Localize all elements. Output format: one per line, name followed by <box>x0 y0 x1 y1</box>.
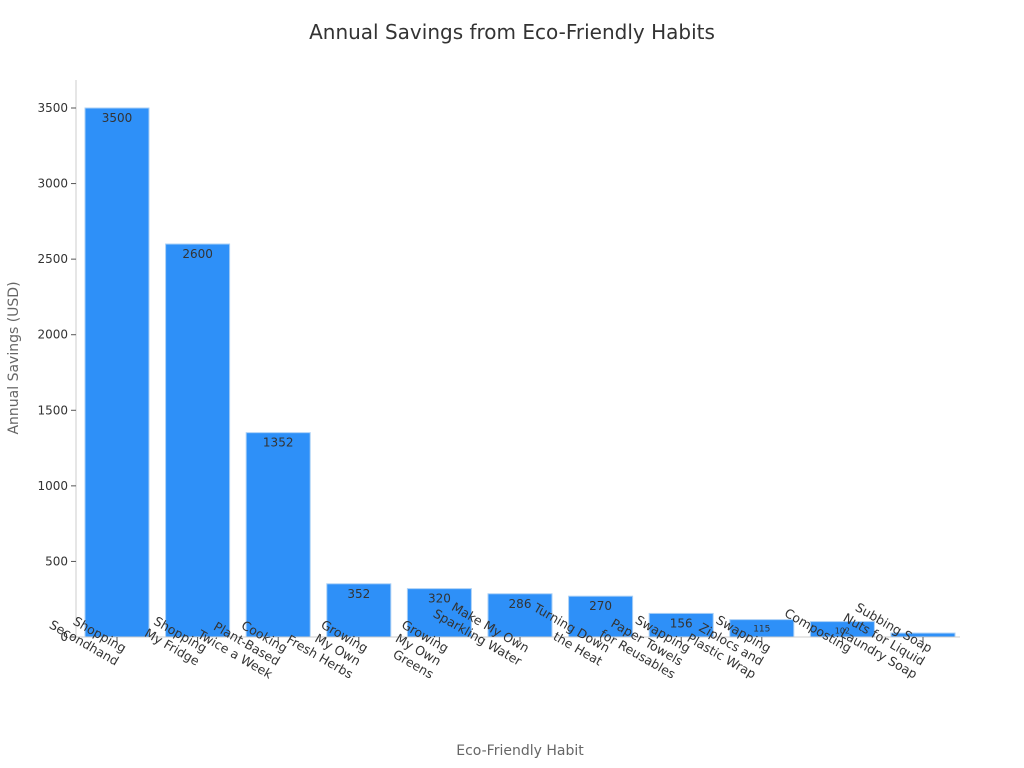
bar-value-label: 1352 <box>263 436 294 450</box>
x-axis-title: Eco-Friendly Habit <box>456 743 584 759</box>
y-tick-label: 500 <box>45 554 68 568</box>
bar-value-label: 102 <box>835 627 850 636</box>
bar-value-label: 352 <box>347 587 370 601</box>
bar-value-label: 270 <box>589 599 612 613</box>
bar[interactable] <box>245 432 311 638</box>
bar-value-label: 156 <box>670 616 693 630</box>
bar-value-label: 286 <box>509 597 532 611</box>
bar[interactable] <box>487 593 553 638</box>
y-tick-label: 3500 <box>37 101 68 115</box>
y-tick-label: 1000 <box>37 479 68 493</box>
y-axis-title: Annual Savings (USD) <box>6 281 22 434</box>
bar-value-label: 320 <box>428 592 451 606</box>
bar-value-label: 3500 <box>102 111 133 125</box>
y-tick-label: 1500 <box>37 403 68 417</box>
bar[interactable] <box>84 107 150 638</box>
bar-value-label: 115 <box>753 625 770 635</box>
y-tick-label: 0 <box>60 630 68 644</box>
y-tick-label: 2000 <box>37 328 68 342</box>
bars-group: 3500 2600 1352 352 320 286 270 156 115 102 <box>84 107 956 638</box>
bar[interactable] <box>165 243 231 638</box>
y-tick-label: 2500 <box>37 252 68 266</box>
y-axis: 0 500 1000 1500 2000 2500 3000 3500 <box>37 80 77 644</box>
bar-value-label: 2600 <box>182 247 213 261</box>
bar[interactable] <box>406 588 472 638</box>
chart-title: Annual Savings from Eco-Friendly Habits <box>309 20 715 44</box>
y-tick-label: 3000 <box>37 177 68 191</box>
bar[interactable] <box>568 595 634 638</box>
